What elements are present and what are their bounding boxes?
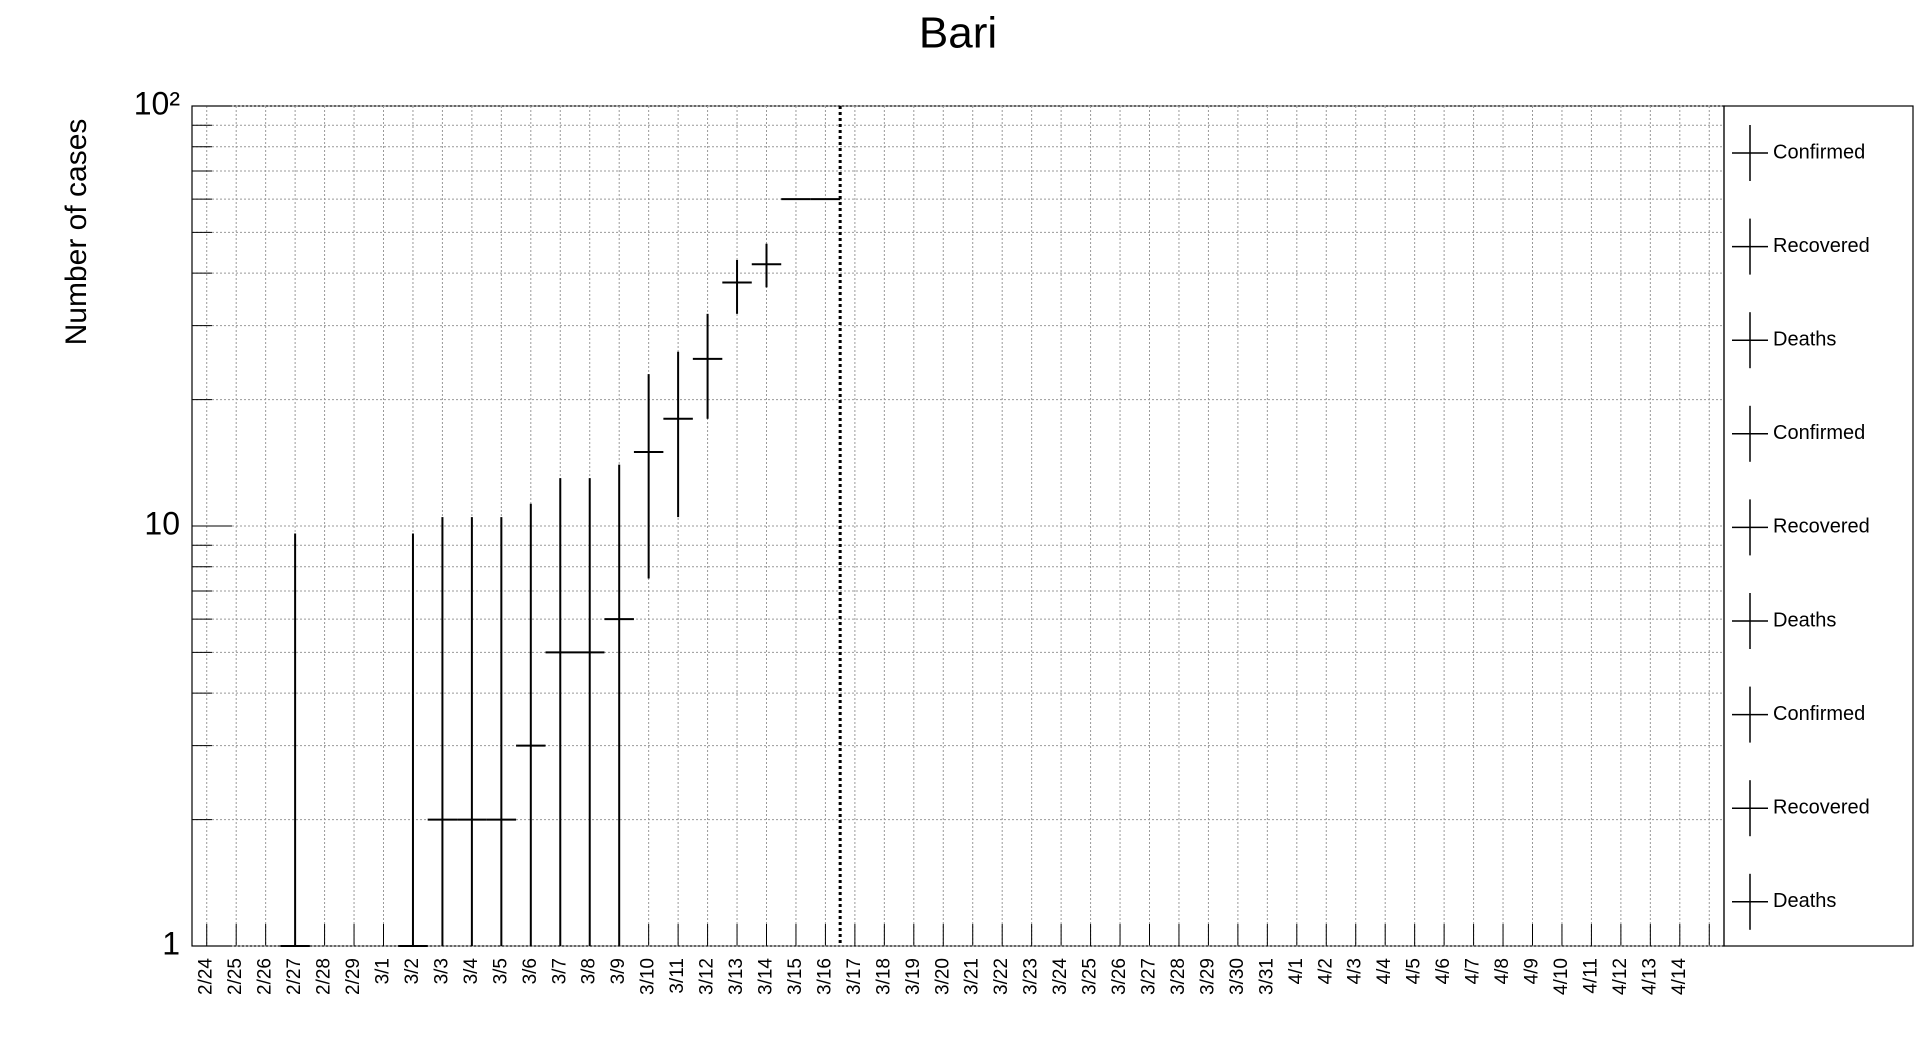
x-tick-label: 3/23 [1021, 958, 1042, 995]
x-tick-label: 3/1 [373, 958, 394, 984]
x-tick-label: 4/4 [1374, 958, 1395, 985]
x-tick-label: 3/27 [1139, 958, 1160, 995]
x-tick-label: 4/12 [1610, 958, 1631, 995]
x-tick-label: 3/3 [431, 958, 452, 984]
x-tick-label: 3/31 [1256, 958, 1277, 995]
x-tick-label: 4/14 [1669, 958, 1690, 995]
x-tick-label: 4/2 [1315, 958, 1336, 984]
x-tick-label: 4/8 [1492, 958, 1513, 984]
x-tick-label: 3/18 [873, 958, 894, 995]
x-tick-label: 3/5 [490, 958, 511, 984]
x-tick-label: 4/7 [1463, 958, 1484, 984]
legend-label: Recovered [1773, 796, 1870, 818]
x-tick-label: 3/29 [1197, 958, 1218, 995]
y-axis-label: Number of cases [60, 119, 93, 346]
x-tick-label: 3/2 [402, 958, 423, 984]
x-tick-label: 2/27 [284, 958, 305, 995]
legend-label: Confirmed [1773, 703, 1865, 725]
x-tick-label: 4/13 [1639, 958, 1660, 995]
x-tick-label: 3/9 [608, 958, 629, 984]
legend-label: Recovered [1773, 235, 1870, 257]
x-tick-label: 4/6 [1433, 958, 1454, 984]
x-tick-label: 3/16 [814, 958, 835, 995]
x-tick-label: 3/11 [667, 958, 688, 994]
legend-label: Deaths [1773, 609, 1836, 631]
x-tick-label: 3/14 [756, 958, 777, 995]
x-tick-label: 2/24 [196, 958, 217, 995]
x-tick-label: 3/28 [1168, 958, 1189, 995]
x-tick-label: 3/25 [1080, 958, 1101, 995]
x-tick-label: 2/26 [255, 958, 276, 995]
legend-label: Confirmed [1773, 422, 1865, 444]
x-tick-label: 3/22 [991, 958, 1012, 995]
x-tick-label: 4/10 [1551, 958, 1572, 995]
legend-label: Recovered [1773, 516, 1870, 538]
x-tick-label: 3/21 [962, 958, 983, 995]
x-tick-label: 3/8 [579, 958, 600, 984]
x-tick-label: 4/11 [1580, 958, 1601, 994]
x-tick-label: 2/28 [314, 958, 335, 995]
x-tick-label: 3/19 [903, 958, 924, 995]
x-tick-label: 4/5 [1404, 958, 1425, 984]
x-tick-label: 3/13 [726, 958, 747, 995]
x-tick-label: 4/3 [1345, 958, 1366, 984]
legend-label: Deaths [1773, 328, 1836, 350]
x-tick-label: 3/4 [461, 958, 482, 985]
x-tick-label: 3/15 [785, 958, 806, 995]
x-tick-label: 3/17 [844, 958, 865, 995]
y-tick-label: 10² [134, 85, 181, 121]
chart-title: Bari [919, 9, 997, 58]
y-tick-label: 10 [144, 505, 180, 541]
x-tick-label: 3/30 [1227, 958, 1248, 995]
x-tick-label: 3/26 [1109, 958, 1130, 995]
legend-label: Deaths [1773, 890, 1836, 912]
x-tick-label: 2/29 [343, 958, 364, 995]
x-tick-label: 3/24 [1050, 958, 1071, 995]
legend-label: Confirmed [1773, 141, 1865, 163]
y-tick-label: 1 [162, 925, 180, 961]
x-tick-label: 3/12 [697, 958, 718, 995]
x-tick-label: 4/1 [1286, 958, 1307, 984]
legend-box [1723, 105, 1914, 947]
x-tick-label: 3/7 [549, 958, 570, 984]
x-tick-label: 3/6 [520, 958, 541, 984]
x-tick-label: 2/25 [225, 958, 246, 995]
x-tick-label: 3/20 [932, 958, 953, 995]
x-tick-label: 4/9 [1522, 958, 1543, 984]
x-tick-label: 3/10 [638, 958, 659, 995]
